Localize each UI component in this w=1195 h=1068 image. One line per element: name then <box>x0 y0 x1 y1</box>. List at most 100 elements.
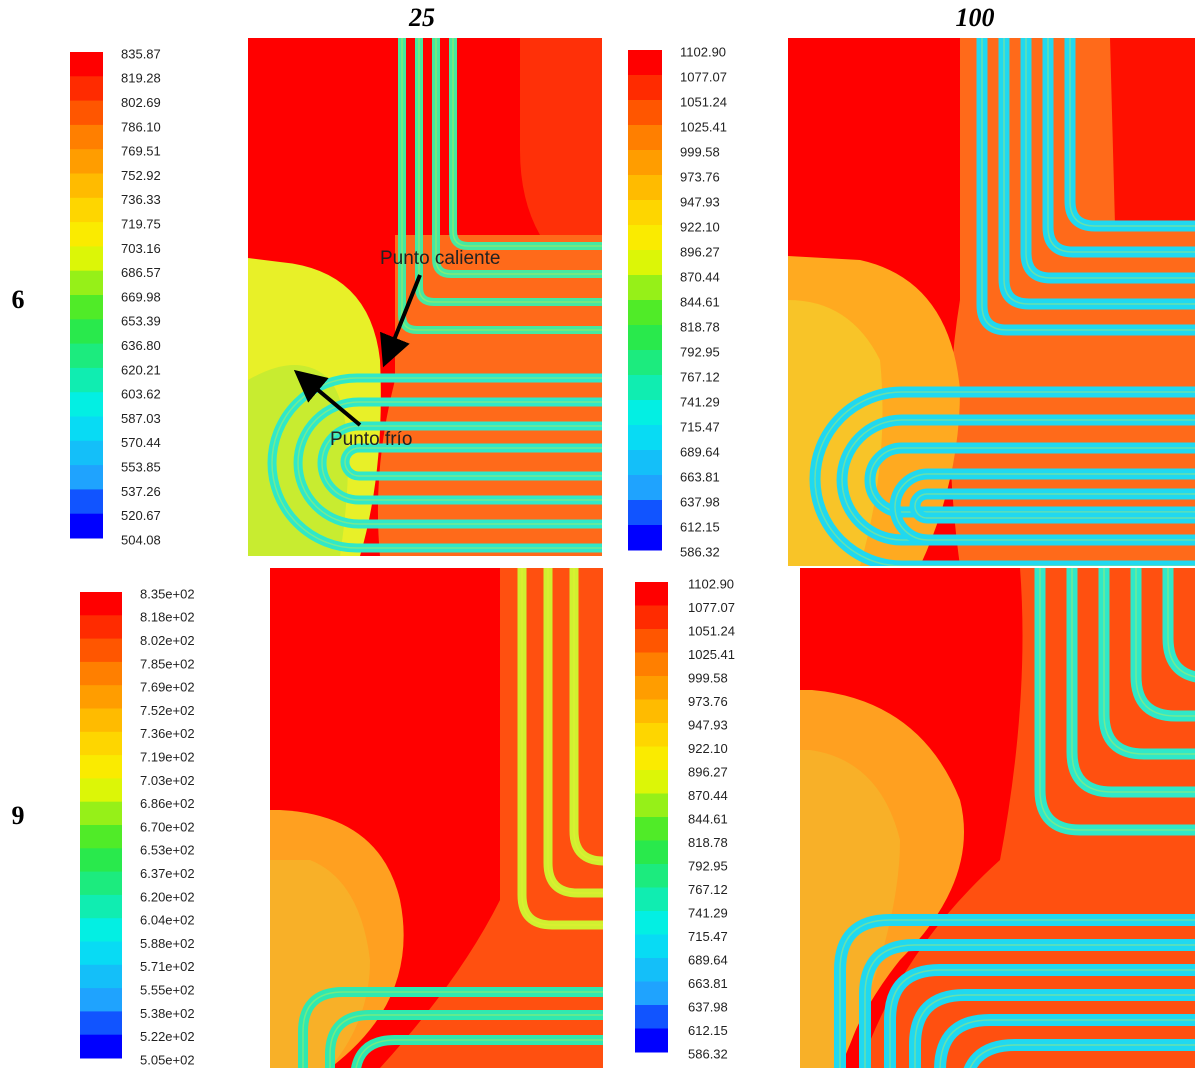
colorbar-label: 1102.90 <box>688 576 734 591</box>
colorbar-label: 973.76 <box>680 169 720 184</box>
colorbar-label: 7.69e+02 <box>140 680 195 695</box>
colorbar-band <box>635 888 668 912</box>
column-header: 25 <box>408 3 435 32</box>
colorbar-label: 637.98 <box>680 494 720 509</box>
colorbar-band <box>70 489 103 514</box>
colorbar-label: 703.16 <box>121 241 161 256</box>
colorbar-band <box>628 325 662 351</box>
colorbar-label: 6.37e+02 <box>140 866 195 881</box>
colorbar-label: 786.10 <box>121 119 161 134</box>
colorbar-band <box>80 1035 122 1059</box>
colorbar-label: 715.47 <box>680 419 720 434</box>
colorbar-band <box>80 639 122 663</box>
colorbar-band <box>80 988 122 1012</box>
colorbar-label: 7.36e+02 <box>140 726 195 741</box>
colorbar-label: 999.58 <box>688 670 728 685</box>
colorbar-label: 802.69 <box>121 95 161 110</box>
colorbar-band <box>628 300 662 326</box>
colorbar-band <box>628 400 662 426</box>
colorbar-band <box>635 958 668 982</box>
colorbar: 1102.901077.071051.241025.41999.58973.76… <box>628 44 727 559</box>
colorbar-label: 844.61 <box>680 294 720 309</box>
colorbar-label: 922.10 <box>688 741 728 756</box>
colorbar-band <box>80 942 122 966</box>
colorbar-band <box>635 582 668 606</box>
colorbar-band <box>628 225 662 251</box>
colorbar-band <box>628 250 662 276</box>
colorbar-label: 844.61 <box>688 811 728 826</box>
colorbar-label: 769.51 <box>121 144 161 159</box>
colorbar-label: 7.19e+02 <box>140 750 195 765</box>
colorbar-band <box>70 465 103 490</box>
colorbar-label: 612.15 <box>688 1023 728 1038</box>
colorbar-label: 612.15 <box>680 519 720 534</box>
colorbar-label: 922.10 <box>680 219 720 234</box>
colorbar-label: 819.28 <box>121 71 161 86</box>
colorbar-label: 689.64 <box>688 952 728 967</box>
colorbar-band <box>635 841 668 865</box>
colorbar-band <box>628 125 662 151</box>
colorbar-label: 570.44 <box>121 435 161 450</box>
colorbar-band <box>80 709 122 733</box>
colorbar-band <box>635 982 668 1006</box>
colorbar-label: 736.33 <box>121 192 161 207</box>
colorbar-band <box>628 100 662 126</box>
colorbar-band <box>628 200 662 226</box>
colorbar-label: 973.76 <box>688 694 728 709</box>
colorbar-label: 741.29 <box>680 394 720 409</box>
colorbar-label: 835.87 <box>121 46 161 61</box>
colorbar-label: 792.95 <box>688 858 728 873</box>
colorbar-label: 586.32 <box>680 544 720 559</box>
contour-plot <box>248 38 602 556</box>
colorbar-label: 818.78 <box>680 319 720 334</box>
colorbar-label: 689.64 <box>680 444 720 459</box>
colorbar-label: 6.86e+02 <box>140 796 195 811</box>
colorbar-band <box>635 723 668 747</box>
colorbar-band <box>70 222 103 247</box>
colorbar-label: 553.85 <box>121 460 161 475</box>
colorbar-label: 603.62 <box>121 387 161 402</box>
colorbar-label: 653.39 <box>121 314 161 329</box>
colorbar-band <box>80 848 122 872</box>
colorbar-band <box>70 392 103 417</box>
colorbar-band <box>70 149 103 174</box>
colorbar-label: 520.67 <box>121 508 161 523</box>
colorbar-label: 1025.41 <box>688 647 735 662</box>
colorbar-band <box>80 732 122 756</box>
colorbar-label: 537.26 <box>121 484 161 499</box>
colorbar-label: 669.98 <box>121 289 161 304</box>
colorbar-band <box>635 747 668 771</box>
colorbar-band <box>80 872 122 896</box>
colorbar-band <box>70 174 103 199</box>
colorbar-band <box>70 271 103 296</box>
colorbar-band <box>80 965 122 989</box>
colorbar-band <box>70 246 103 271</box>
colorbar-label: 896.27 <box>688 764 728 779</box>
colorbar-band <box>70 76 103 101</box>
colorbar-label: 715.47 <box>688 929 728 944</box>
colorbar-label: 1102.90 <box>680 44 726 59</box>
colorbar-band <box>80 685 122 709</box>
colorbar-label: 686.57 <box>121 265 161 280</box>
colorbar-label: 1077.07 <box>688 600 735 615</box>
colorbar-label: 767.12 <box>680 369 720 384</box>
colorbar-label: 663.81 <box>688 976 728 991</box>
colorbar-band <box>635 1005 668 1029</box>
colorbar-band <box>70 101 103 126</box>
colorbar-band <box>70 319 103 344</box>
colorbar-band <box>628 350 662 376</box>
colorbar-label: 752.92 <box>121 168 161 183</box>
colorbar-label: 587.03 <box>121 411 161 426</box>
column-header: 100 <box>956 3 995 32</box>
colorbar-label: 947.93 <box>680 194 720 209</box>
colorbar-band <box>628 50 662 76</box>
colorbar-band <box>628 475 662 501</box>
colorbar-label: 896.27 <box>680 244 720 259</box>
colorbar-label: 719.75 <box>121 217 161 232</box>
row-label: 6 <box>12 285 25 314</box>
colorbar-label: 5.38e+02 <box>140 1006 195 1021</box>
contour-plot <box>788 38 1195 566</box>
colorbar-label: 620.21 <box>121 362 161 377</box>
colorbar-band <box>635 606 668 630</box>
colorbar-label: 1051.24 <box>680 94 727 109</box>
